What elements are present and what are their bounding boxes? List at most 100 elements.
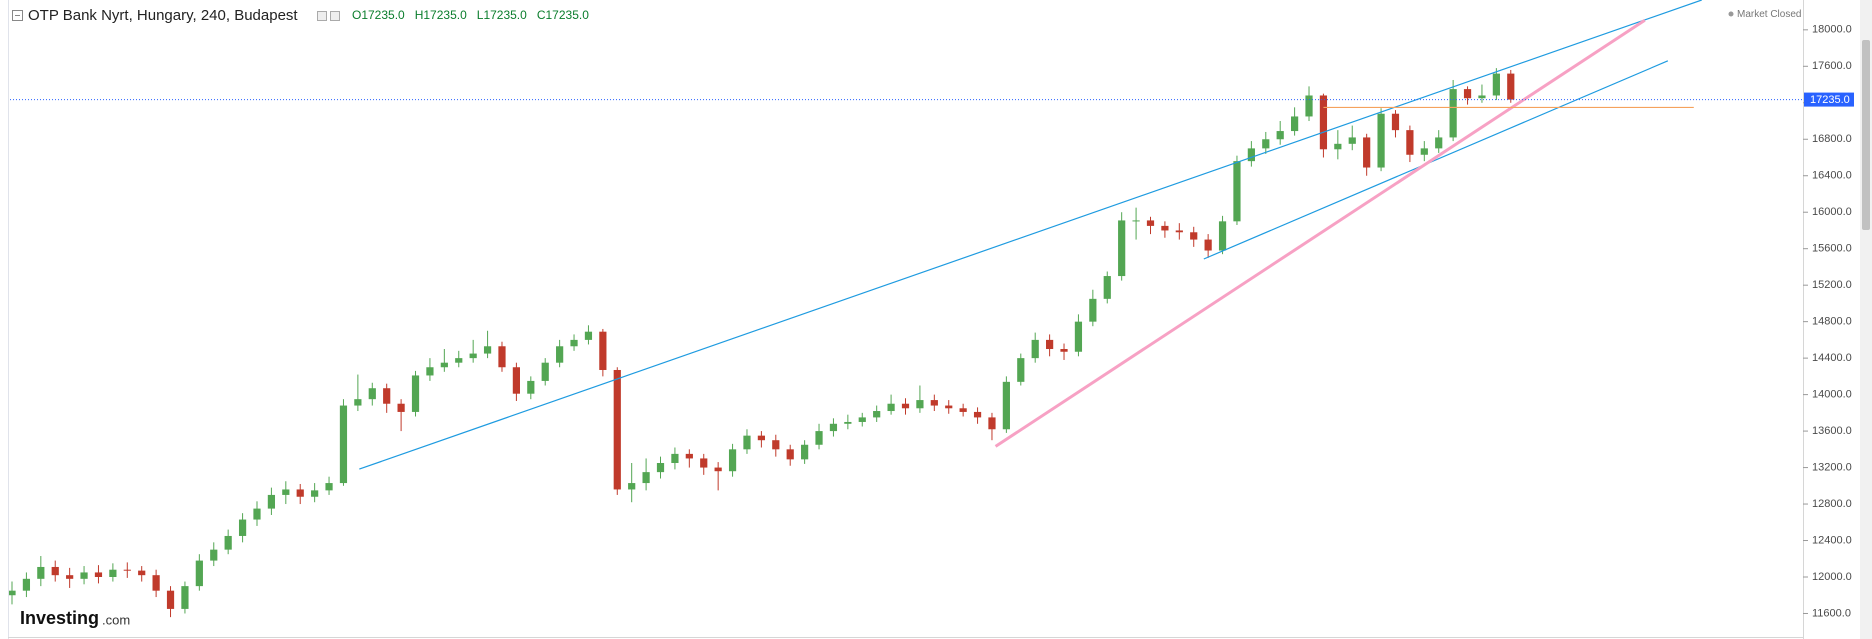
y-tick-label: 12800.0 bbox=[1812, 498, 1852, 510]
candle-body bbox=[1060, 349, 1068, 352]
y-tick-label: 13600.0 bbox=[1812, 425, 1852, 437]
candle-body bbox=[22, 578, 31, 591]
candle-body bbox=[685, 453, 693, 459]
y-tick-label: 15200.0 bbox=[1812, 279, 1852, 291]
candle-body bbox=[1478, 95, 1486, 99]
ohlc-value: L17235.0 bbox=[477, 8, 527, 22]
candle-body bbox=[1161, 225, 1169, 231]
candle-body bbox=[1074, 321, 1083, 352]
candle-body bbox=[411, 375, 420, 412]
candle-body bbox=[642, 472, 650, 484]
y-tick-label: 16400.0 bbox=[1812, 170, 1852, 182]
y-tick-label: 12400.0 bbox=[1812, 534, 1852, 546]
candle-body bbox=[815, 431, 823, 445]
y-tick-label: 14000.0 bbox=[1812, 389, 1852, 401]
candle-body bbox=[829, 423, 838, 432]
candle-body bbox=[1406, 130, 1414, 155]
plot-area bbox=[9, 0, 1803, 618]
candle-body bbox=[1507, 73, 1515, 100]
candle-body bbox=[1420, 148, 1428, 155]
scrollbar-thumb[interactable] bbox=[1862, 40, 1870, 230]
logo-text: Investing bbox=[20, 608, 99, 628]
last-price-box bbox=[1804, 92, 1854, 107]
trendline bbox=[994, 18, 1646, 448]
candle-body bbox=[282, 489, 290, 495]
candle-body bbox=[1175, 230, 1183, 233]
candle-body bbox=[786, 449, 794, 460]
last-price-label: 17235.0 bbox=[1810, 94, 1850, 106]
candle-body bbox=[858, 417, 866, 422]
price-axis: 11600.0 12000.0 12400.0 12800.0 13200.0 13600… bbox=[1803, 24, 1854, 619]
candle-body bbox=[599, 331, 607, 370]
candle-body bbox=[181, 586, 189, 609]
candle-body bbox=[844, 421, 852, 424]
candle-body bbox=[743, 435, 751, 450]
y-tick-label: 11600.0 bbox=[1812, 607, 1851, 619]
candle-body bbox=[541, 362, 549, 381]
ohlc-value: H17235.0 bbox=[415, 8, 467, 22]
candle-body bbox=[1276, 131, 1284, 140]
chart-title: OTP Bank Nyrt, Hungary, 240, Budapest bbox=[28, 7, 298, 24]
candle-body bbox=[1492, 73, 1500, 96]
candle-body bbox=[469, 353, 477, 359]
candle-body bbox=[527, 380, 535, 394]
candle-body bbox=[901, 403, 910, 409]
y-tick-label: 13200.0 bbox=[1812, 461, 1852, 473]
candle-body bbox=[887, 403, 895, 412]
candle-body bbox=[1118, 220, 1126, 277]
candle-body bbox=[1435, 137, 1443, 149]
candle-body bbox=[1305, 95, 1313, 117]
candle-body bbox=[1463, 89, 1472, 99]
candle-body bbox=[556, 346, 564, 363]
candle-body bbox=[628, 483, 636, 490]
candle-body bbox=[483, 346, 492, 354]
candle-body bbox=[1319, 95, 1328, 150]
close-icon[interactable] bbox=[330, 11, 340, 21]
candle-body bbox=[138, 570, 146, 576]
candle-body bbox=[1377, 113, 1385, 168]
y-tick-label: 14400.0 bbox=[1812, 352, 1852, 364]
candle-body bbox=[930, 400, 938, 406]
y-tick-label: 16000.0 bbox=[1812, 206, 1852, 218]
y-tick-label: 18000.0 bbox=[1812, 24, 1852, 36]
candle-body bbox=[945, 405, 953, 409]
candle-body bbox=[397, 403, 405, 412]
candle-body bbox=[1262, 139, 1270, 149]
candle-body bbox=[1291, 116, 1299, 132]
candle-body bbox=[1190, 232, 1198, 240]
candle-body bbox=[455, 358, 463, 363]
candle-body bbox=[728, 449, 737, 472]
candle-body bbox=[339, 405, 348, 484]
candle-body bbox=[440, 362, 448, 368]
candle-body bbox=[238, 519, 247, 536]
candle-body bbox=[311, 490, 319, 497]
ohlc-values: O17235.0 H17235.0 L17235.0 C17235.0 bbox=[352, 8, 589, 22]
candle-body bbox=[512, 367, 520, 394]
collapse-icon[interactable] bbox=[12, 10, 23, 21]
y-tick-label: 16800.0 bbox=[1812, 133, 1852, 145]
candle-body bbox=[1391, 113, 1400, 131]
candle-body bbox=[714, 467, 722, 472]
candle-body bbox=[772, 440, 780, 450]
candle-body bbox=[757, 435, 765, 441]
candle-body bbox=[584, 331, 593, 340]
candle-body bbox=[1363, 137, 1371, 168]
candle-body bbox=[1046, 339, 1054, 350]
ohlc-value: O17235.0 bbox=[352, 8, 405, 22]
y-tick-label: 15600.0 bbox=[1812, 243, 1852, 255]
candle-body bbox=[166, 590, 175, 609]
logo-suffix: .com bbox=[102, 612, 130, 627]
settings-icon[interactable] bbox=[317, 11, 327, 21]
y-tick-label: 12000.0 bbox=[1812, 571, 1852, 583]
candle-body bbox=[368, 388, 376, 400]
candle-body bbox=[700, 458, 708, 468]
candle-body bbox=[1146, 220, 1155, 226]
candle-body bbox=[570, 339, 578, 347]
candle-body bbox=[656, 463, 665, 473]
candle-body bbox=[1002, 381, 1010, 430]
market-status: Market Closed bbox=[1737, 9, 1801, 20]
candle-body bbox=[152, 575, 160, 591]
candle-body bbox=[959, 408, 967, 412]
